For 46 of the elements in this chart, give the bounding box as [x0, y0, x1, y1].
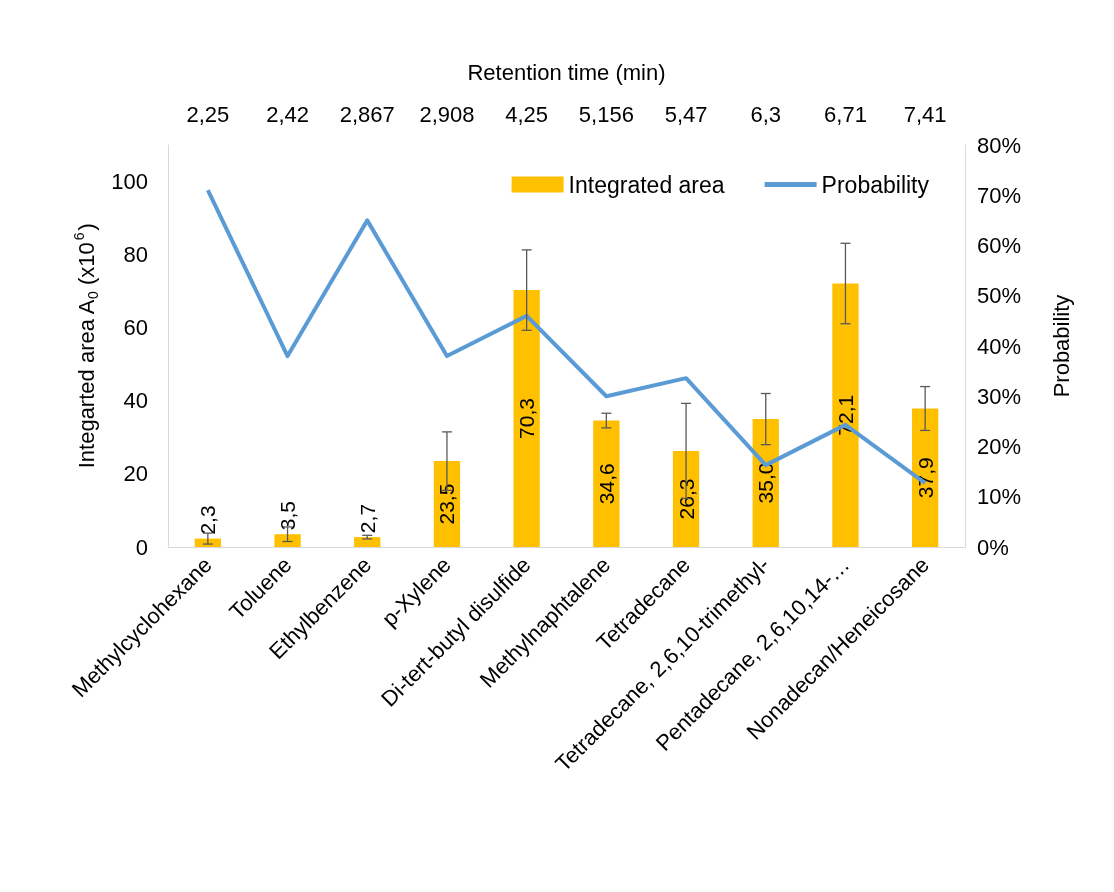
data-label: 35,0	[754, 462, 778, 504]
bar	[274, 534, 301, 547]
y2-tick-label: 30%	[977, 383, 1022, 409]
bar	[354, 537, 381, 547]
y-tick-label: 0	[135, 534, 148, 560]
bar	[832, 283, 859, 547]
y-tick-label: 40	[123, 388, 148, 414]
legend-label: Integrated area	[568, 171, 725, 198]
text: 6,3	[750, 101, 782, 127]
bar	[752, 419, 779, 547]
y2-tick-label: 20%	[977, 434, 1022, 459]
data-label: 23,5	[435, 483, 459, 525]
y-tick-label: 20	[123, 461, 148, 487]
bar	[912, 408, 939, 547]
text: 4,25	[505, 101, 549, 127]
y-axis-title: Integarted area A0 (x106)	[71, 223, 102, 469]
x2-axis-title: Retention time (min)	[467, 59, 666, 85]
data-label: 26,3	[674, 478, 698, 520]
text: 5,47	[664, 101, 708, 127]
y2-tick-label: 80%	[977, 132, 1022, 158]
y-tick-label: 80	[123, 242, 148, 268]
data-label: 34,6	[594, 463, 618, 505]
y2-tick-label: 60%	[977, 233, 1022, 258]
text: 7,41	[903, 101, 947, 127]
data-label: 37,9	[913, 457, 937, 499]
legend-label: Probability	[821, 171, 930, 198]
text: 2,908	[419, 101, 475, 127]
y-tick-label: 100	[111, 169, 148, 195]
y2-tick-label: 50%	[977, 283, 1022, 309]
data-label: 2,7	[355, 503, 379, 534]
data-label: 70,3	[515, 398, 539, 439]
text: 2,42	[266, 101, 309, 127]
y-tick-label: 60	[123, 315, 148, 341]
bar	[593, 420, 620, 547]
y2-axis-title: Probability	[1048, 294, 1074, 398]
text: 2,25	[186, 101, 230, 127]
y2-tick-label: 70%	[977, 182, 1022, 208]
text: 6,71	[824, 101, 867, 127]
text: 5,156	[578, 101, 634, 127]
data-label: 2,3	[196, 505, 220, 535]
y2-tick-label: 10%	[977, 484, 1022, 510]
text: 2,867	[339, 101, 395, 127]
y2-tick-label: 0%	[977, 534, 1009, 560]
y2-tick-label: 40%	[977, 333, 1022, 359]
data-label: 3,5	[276, 501, 300, 531]
bar	[513, 290, 540, 547]
